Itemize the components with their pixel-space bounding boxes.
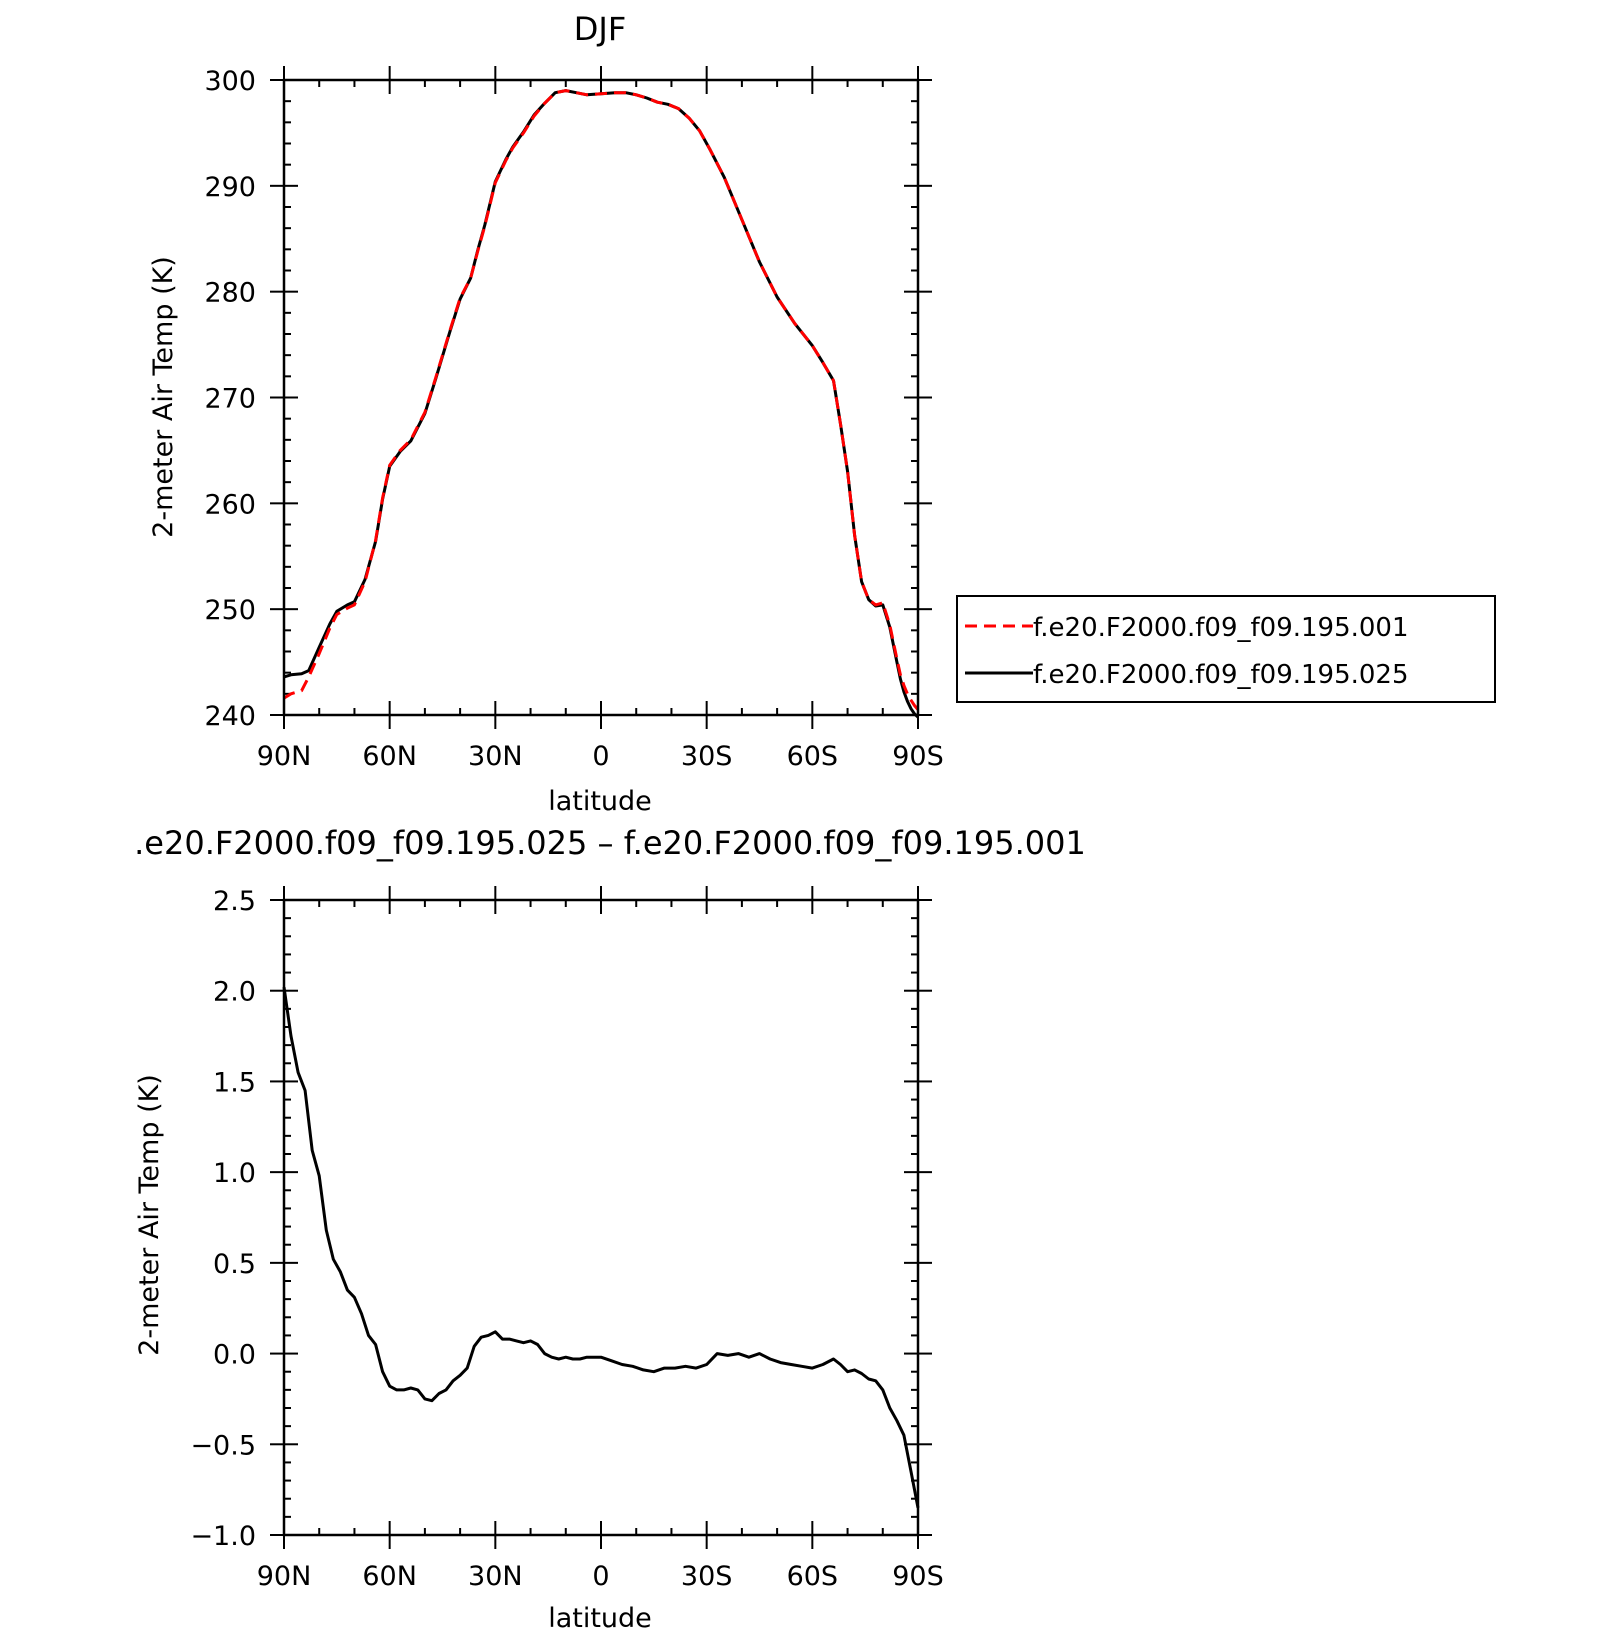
y-tick-label: −0.5 — [190, 1430, 256, 1461]
x-tick-label: 30N — [468, 741, 523, 772]
x-tick-label: 90S — [892, 741, 944, 772]
x-tick-label: 90S — [892, 1561, 944, 1592]
x-tick-label: 90N — [257, 741, 312, 772]
x-tick-label: 60S — [787, 741, 839, 772]
y-tick-label: 250 — [204, 595, 256, 626]
y-tick-label: 2.0 — [213, 977, 256, 1008]
x-tick-label: 30S — [681, 1561, 733, 1592]
y-tick-label: 2.5 — [213, 886, 256, 917]
y-tick-label: 0.5 — [213, 1249, 256, 1280]
chart-title: DJF — [574, 10, 626, 48]
x-tick-label: 30S — [681, 741, 733, 772]
x-tick-label: 0 — [592, 1561, 609, 1592]
y-tick-label: −1.0 — [190, 1521, 256, 1552]
x-tick-label: 90N — [257, 1561, 312, 1592]
x-tick-label: 30N — [468, 1561, 523, 1592]
legend-box — [956, 595, 1496, 703]
x-tick-label: 0 — [592, 741, 609, 772]
series-line-1 — [282, 986, 920, 1509]
legend-label-series-1: f.e20.F2000.f09_f09.195.001 — [1033, 613, 1409, 643]
y-tick-label: 1.0 — [213, 1158, 256, 1189]
y-axis-title: 2-meter Air Temp (K) — [148, 256, 179, 538]
plot-area: 90N 60N 30N 0 30S 60S 90S 240 250 260 270 280 290 300 — [204, 66, 944, 772]
plot-frame — [282, 898, 920, 1537]
series-line-1 — [283, 89, 920, 711]
y-tick-label: 300 — [204, 66, 256, 97]
legend-label-series-2: f.e20.F2000.f09_f09.195.025 — [1033, 660, 1409, 690]
y-tick-label: 270 — [204, 384, 256, 415]
y-tick-label: 0.0 — [213, 1340, 256, 1371]
x-axis-title: latitude — [548, 1603, 652, 1634]
x-tick-label: 60S — [787, 1561, 839, 1592]
chart-difference: .e20.F2000.f09_f09.195.025 – f.e20.F2000… — [134, 824, 1086, 1634]
chart-djf: DJF 90N 60N 30N 0 30S 60S 90S 240 250 260 270 280 29… — [148, 10, 1496, 817]
y-axis-title: 2-meter Air Temp (K) — [134, 1074, 165, 1356]
y-tick-label: 1.5 — [213, 1067, 256, 1098]
plot-frame — [282, 78, 920, 717]
x-tick-label: 60N — [362, 741, 417, 772]
legend: f.e20.F2000.f09_f09.195.001 f.e20.F2000.… — [956, 595, 1496, 703]
x-tick-label: 60N — [362, 1561, 417, 1592]
y-tick-label: 240 — [204, 701, 256, 732]
y-tick-label: 280 — [204, 278, 256, 309]
y-tick-label: 290 — [204, 172, 256, 203]
series-line-2 — [283, 89, 920, 719]
y-tick-label: 260 — [204, 489, 256, 520]
x-axis-title: latitude — [548, 786, 652, 817]
plot-area: 90N 60N 30N 0 30S 60S 90S −1.0 −0.5 0.0 0.5 1.0 1.5 2… — [190, 886, 944, 1592]
chart-title: .e20.F2000.f09_f09.195.025 – f.e20.F2000… — [134, 824, 1086, 862]
